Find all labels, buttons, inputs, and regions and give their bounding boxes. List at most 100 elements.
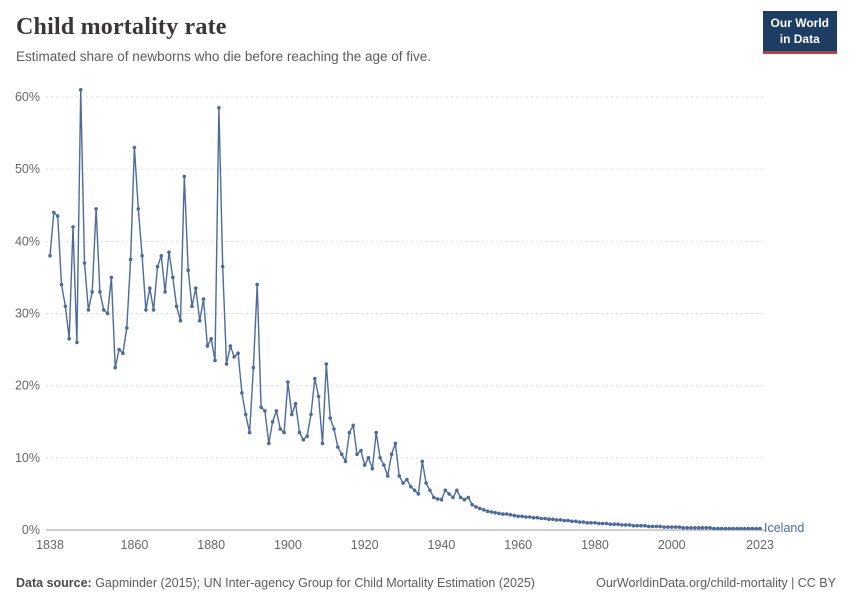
data-point[interactable] (144, 308, 148, 312)
data-point[interactable] (735, 526, 739, 531)
data-point[interactable] (339, 452, 344, 457)
data-point[interactable] (474, 505, 478, 509)
data-point[interactable] (585, 521, 590, 525)
data-point[interactable] (313, 376, 317, 381)
data-point[interactable] (197, 318, 202, 323)
data-point[interactable] (508, 513, 513, 517)
data-point[interactable] (121, 351, 125, 356)
data-point[interactable] (662, 525, 666, 529)
data-point[interactable] (255, 282, 259, 287)
data-point[interactable] (458, 495, 463, 500)
data-point[interactable] (497, 511, 501, 516)
data-point[interactable] (63, 304, 68, 309)
data-point[interactable] (432, 495, 436, 500)
data-point[interactable] (485, 509, 490, 513)
data-point[interactable] (451, 495, 455, 500)
data-point[interactable] (535, 515, 540, 520)
data-point[interactable] (673, 525, 678, 529)
data-point[interactable] (750, 526, 755, 531)
data-point[interactable] (608, 522, 613, 526)
data-point[interactable] (136, 207, 141, 211)
data-point[interactable] (243, 412, 248, 417)
data-point[interactable] (689, 526, 693, 530)
data-point[interactable] (539, 516, 543, 521)
data-point[interactable] (190, 304, 194, 309)
data-point[interactable] (416, 492, 421, 496)
data-point[interactable] (301, 438, 306, 442)
data-point[interactable] (186, 268, 190, 273)
data-point[interactable] (401, 481, 405, 485)
data-point[interactable] (286, 380, 290, 384)
data-point[interactable] (220, 264, 225, 269)
data-point[interactable] (677, 525, 682, 529)
data-point[interactable] (654, 524, 659, 529)
data-point[interactable] (228, 344, 233, 348)
data-point[interactable] (412, 488, 417, 493)
data-point[interactable] (113, 365, 117, 370)
data-point[interactable] (374, 430, 379, 435)
data-point[interactable] (366, 456, 371, 460)
data-point[interactable] (355, 452, 359, 457)
data-point[interactable] (746, 526, 751, 531)
data-point[interactable] (209, 337, 213, 341)
data-point[interactable] (650, 524, 655, 529)
data-point[interactable] (328, 416, 333, 420)
data-point[interactable] (132, 145, 137, 150)
data-point[interactable] (163, 290, 167, 294)
data-point[interactable] (512, 513, 517, 518)
data-point[interactable] (635, 523, 639, 528)
data-point[interactable] (620, 523, 624, 527)
data-point[interactable] (324, 362, 329, 366)
data-point[interactable] (55, 214, 60, 218)
data-point[interactable] (551, 517, 555, 521)
data-point[interactable] (558, 518, 563, 522)
series-entity-label[interactable]: Iceland (764, 520, 805, 535)
data-point[interactable] (527, 515, 532, 519)
data-point[interactable] (86, 308, 91, 312)
data-point[interactable] (336, 445, 340, 449)
data-point[interactable] (75, 340, 79, 345)
data-point[interactable] (205, 344, 210, 348)
data-point[interactable] (109, 275, 114, 280)
data-point[interactable] (758, 526, 762, 531)
data-point[interactable] (270, 420, 275, 424)
data-point[interactable] (251, 365, 256, 370)
data-point[interactable] (712, 526, 716, 531)
data-point[interactable] (82, 261, 87, 265)
data-point[interactable] (378, 456, 382, 460)
data-point[interactable] (94, 207, 98, 211)
data-point[interactable] (274, 409, 279, 413)
data-point[interactable] (719, 526, 724, 531)
data-point[interactable] (409, 484, 413, 489)
data-point[interactable] (600, 521, 605, 526)
data-point[interactable] (739, 526, 743, 531)
data-point[interactable] (543, 516, 547, 521)
data-point[interactable] (627, 523, 632, 527)
data-point[interactable] (428, 488, 432, 493)
data-point[interactable] (98, 290, 102, 294)
data-point[interactable] (201, 297, 206, 301)
data-point[interactable] (71, 225, 75, 229)
data-point[interactable] (435, 497, 440, 501)
data-point[interactable] (704, 526, 709, 530)
data-point[interactable] (466, 495, 471, 500)
data-point[interactable] (658, 524, 662, 529)
data-point[interactable] (159, 254, 164, 258)
data-point[interactable] (370, 466, 375, 471)
data-point[interactable] (305, 434, 309, 439)
data-point[interactable] (385, 474, 390, 478)
data-point[interactable] (708, 526, 712, 530)
data-point[interactable] (217, 106, 221, 110)
data-point[interactable] (282, 430, 286, 435)
data-point[interactable] (267, 441, 271, 446)
data-point[interactable] (520, 514, 524, 519)
data-point[interactable] (439, 497, 444, 502)
data-point[interactable] (128, 257, 133, 262)
data-point[interactable] (232, 355, 236, 359)
data-point[interactable] (393, 441, 398, 446)
data-point[interactable] (501, 512, 505, 516)
data-point[interactable] (646, 524, 651, 529)
data-point[interactable] (723, 526, 728, 531)
data-point[interactable] (297, 430, 302, 435)
